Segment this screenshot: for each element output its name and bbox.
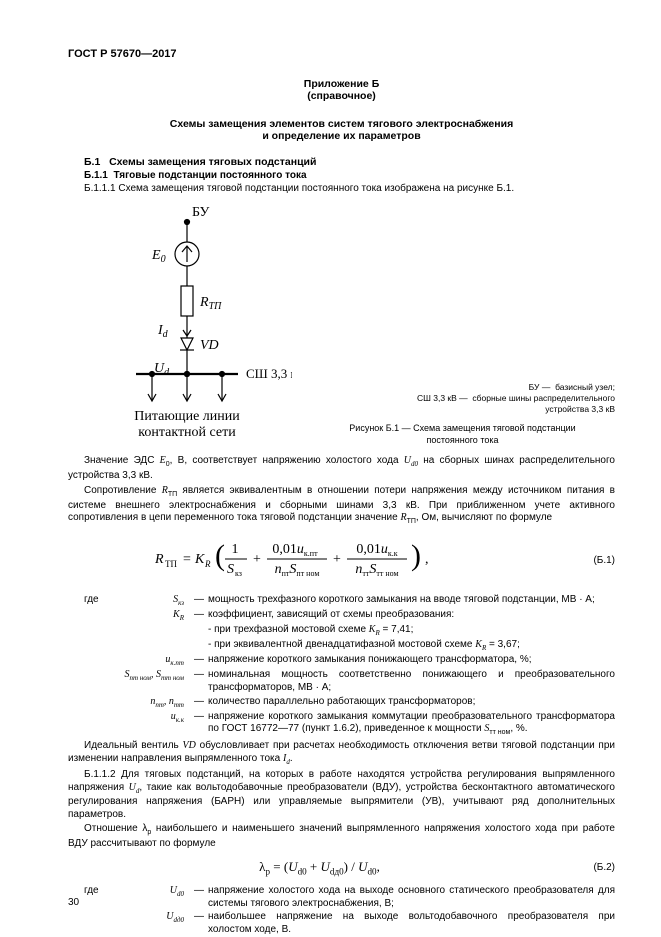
svg-text:,: , (425, 552, 429, 567)
section-b1: Б.1 Схемы замещения тяговых подстанций (84, 156, 615, 168)
paragraph-vd: Идеальный вентиль VD обусловливает при р… (68, 740, 615, 767)
svg-text:Ud: Ud (154, 361, 170, 378)
figure-legend: БУ — базисный узел; СШ 3,3 кВ — сборные … (310, 382, 615, 447)
def-text: - при трехфазной мостовой схеме KR = 7,4… (208, 624, 615, 638)
section-title: Тяговые подстанции постоянного тока (113, 170, 306, 181)
svg-text:+: + (333, 552, 341, 567)
def-text: напряжение короткого замыкания понижающе… (208, 654, 615, 668)
svg-text:nттSтт ном: nттSтт ном (355, 562, 398, 578)
svg-text:+: + (253, 552, 261, 567)
svg-text:0,01uк.пт: 0,01uк.пт (272, 542, 318, 558)
legend-bus-label: СШ 3,3 кВ — (417, 393, 468, 403)
paragraph-text: Схема замещения тяговой подстанции посто… (118, 183, 514, 194)
svg-text:кз: кз (235, 569, 242, 578)
def-text: напряжение холостого хода на выходе осно… (208, 885, 615, 911)
legend-bus-text1: сборные шины распределительного (472, 393, 615, 403)
main-title-line2: и определение их параметров (68, 130, 615, 142)
svg-text:=: = (183, 552, 191, 567)
legend-bu-text: базисный узел; (555, 382, 615, 392)
page-number: 30 (68, 897, 79, 908)
section-b11: Б.1.1 Тяговые подстанции постоянного ток… (84, 170, 615, 181)
svg-text:VD: VD (200, 338, 219, 353)
svg-text:БУ: БУ (192, 205, 210, 220)
svg-text:R: R (204, 559, 211, 569)
svg-text:СШ 3,3 кВ: СШ 3,3 кВ (246, 366, 292, 381)
appendix-subtitle: (справочное) (68, 90, 615, 102)
definitions-block-1: где Sкз — мощность трехфазного короткого… (68, 594, 615, 738)
svg-text:(: ( (215, 539, 225, 572)
formula-b2: λр = (Ud0 + Udд0) / Ud0, (Б.2) (68, 859, 615, 877)
legend-bus-text2: устройства 3,3 кВ (545, 404, 615, 414)
svg-text:1: 1 (231, 542, 238, 557)
svg-text:S: S (227, 562, 234, 577)
svg-text:E0: E0 (151, 248, 166, 265)
formula-b2-number: (Б.2) (571, 862, 615, 873)
svg-text:ТП: ТП (165, 559, 177, 569)
svg-text:K: K (194, 552, 205, 567)
paragraph-b112: Б.1.1.2 Для тяговых подстанций, на котор… (68, 769, 615, 821)
def-text: - при эквивалентной двенадцатифазной мос… (208, 639, 615, 653)
formula-b1: R ТП = K R ( 1 S кз + 0,01uк.пт nпт (68, 535, 615, 586)
def-text: коэффициент, зависящий от схемы преобраз… (208, 609, 615, 623)
section-number: Б.1.1 (84, 170, 108, 181)
def-text: напряжение короткого замыкания коммутаци… (208, 711, 615, 739)
paragraph-rtp: Сопротивление RТП является эквивалентным… (68, 485, 615, 528)
svg-text:Питающие линии: Питающие линии (134, 409, 240, 424)
appendix-title: Приложение Б (68, 78, 615, 90)
svg-text:контактной сети: контактной сети (138, 425, 236, 440)
paragraph-b111: Б.1.1.1 Схема замещения тяговой подстанц… (68, 183, 615, 196)
def-text: мощность трехфазного короткого замыкания… (208, 594, 615, 608)
svg-text:0,01uк.к: 0,01uк.к (356, 542, 397, 558)
section-number: Б.1 (84, 156, 100, 168)
svg-text:R: R (155, 552, 164, 567)
formula-b2-text: λр = (Ud0 + Udд0) / Ud0, (259, 859, 380, 874)
document-id: ГОСТ Р 57670—2017 (68, 48, 615, 60)
document-page: ГОСТ Р 57670—2017 Приложение Б (справочн… (0, 0, 661, 936)
paragraph-e0: Значение ЭДС E0, В, соответствует напряж… (68, 455, 615, 483)
svg-text:): ) (411, 539, 421, 572)
defs-intro: где (68, 594, 108, 608)
paragraph-lambda: Отношение λр наибольшего и наименьшего з… (68, 823, 615, 851)
formula-b1-number: (Б.1) (571, 555, 615, 566)
svg-text:nптSпт ном: nптSпт ном (274, 562, 319, 578)
def-text: номинальная мощность соответственно пони… (208, 669, 615, 695)
svg-text:RТП: RТП (199, 295, 222, 312)
paragraph-number: Б.1.1.1 (84, 183, 118, 194)
legend-bu-label: БУ — (529, 382, 551, 392)
definitions-block-2: где Ud0 — напряжение холостого хода на в… (68, 885, 615, 937)
svg-text:Id: Id (157, 323, 169, 340)
def-text: количество параллельно работающих трансф… (208, 696, 615, 710)
figure-caption: Рисунок Б.1 — Схема замещения тяговой по… (310, 423, 615, 446)
circuit-diagram: БУ E0 RТП Id (92, 204, 292, 447)
main-title-line1: Схемы замещения элементов систем тяговог… (68, 118, 615, 130)
formula-b1-svg: R ТП = K R ( 1 S кз + 0,01uк.пт nпт (155, 535, 485, 583)
def-text: наибольшее напряжение на выходе вольтодо… (208, 911, 615, 937)
section-title: Схемы замещения тяговых подстанций (109, 156, 316, 168)
figure-b1: БУ E0 RТП Id (92, 204, 615, 447)
